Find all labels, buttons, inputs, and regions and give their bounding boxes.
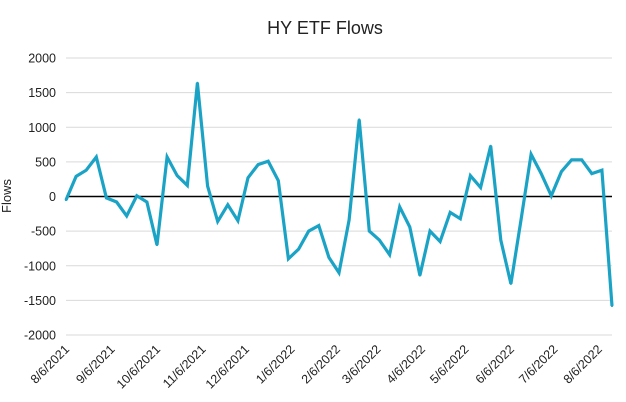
data-point <box>145 200 149 204</box>
x-tick-label: 8/6/2022 <box>561 342 605 386</box>
y-tick-label: -1500 <box>24 294 56 308</box>
data-point <box>489 144 492 148</box>
y-tick-label: 2000 <box>28 52 56 66</box>
data-point <box>287 257 290 261</box>
data-point <box>469 174 472 177</box>
data-point <box>337 271 341 274</box>
data-point <box>226 203 229 207</box>
data-point <box>85 168 88 172</box>
x-tick-label: 10/6/2021 <box>114 342 163 391</box>
data-point <box>438 240 442 243</box>
x-tick-label: 6/6/2022 <box>473 342 517 386</box>
x-tick-label: 11/6/2021 <box>160 342 209 391</box>
data-point <box>277 179 280 182</box>
x-tick-labels: 8/6/2021 9/6/202110/6/202111/6/202112/6/2… <box>28 342 605 391</box>
data-point <box>550 194 553 198</box>
data-point <box>418 274 422 277</box>
data-point <box>560 170 563 173</box>
x-tick-label: 9/6/2021 <box>73 342 117 386</box>
y-tick-labels: -2000 -1500 -1000 -500 0 500 1000 1500 2000 <box>24 52 56 343</box>
y-tick-label: 0 <box>49 190 56 204</box>
data-point <box>600 168 604 172</box>
data-point <box>115 200 118 204</box>
data-point <box>540 172 543 175</box>
data-point <box>165 155 169 159</box>
x-tick-label: 12/6/2021 <box>203 342 252 391</box>
data-point <box>267 159 270 163</box>
data-point <box>74 175 78 178</box>
chart-title: HY ETF Flows <box>267 18 383 38</box>
data-point <box>388 253 391 256</box>
data-point <box>347 218 351 222</box>
data-point <box>327 256 331 259</box>
data-point <box>155 243 159 247</box>
data-point <box>256 163 260 166</box>
data-point <box>358 118 361 121</box>
data-point <box>378 238 381 242</box>
data-point <box>408 225 411 229</box>
x-tick-label: 4/6/2022 <box>384 342 428 386</box>
y-tick-label: 1500 <box>28 86 56 100</box>
data-point <box>125 214 128 218</box>
data-point <box>307 229 310 233</box>
data-point <box>186 184 189 187</box>
y-tick-label: 500 <box>35 155 56 169</box>
y-tick-label: -1000 <box>24 259 56 273</box>
data-point <box>236 219 240 222</box>
data-point <box>479 186 482 189</box>
x-tick-label: 8/6/2021 <box>28 342 72 386</box>
data-point <box>459 217 462 220</box>
data-point <box>368 229 371 233</box>
x-tick-label: 1/6/2022 <box>253 342 297 386</box>
data-point <box>64 198 68 202</box>
y-axis-label: Flows <box>0 179 14 213</box>
data-point <box>216 220 219 223</box>
data-point <box>590 172 593 175</box>
data-point <box>610 304 614 308</box>
data-point <box>206 184 209 188</box>
data-point <box>105 196 108 200</box>
y-tick-label: 1000 <box>28 121 56 135</box>
x-tick-label: 5/6/2022 <box>427 342 471 386</box>
x-tick-label: 2/6/2022 <box>299 342 343 386</box>
data-point <box>499 238 502 242</box>
data-point <box>176 174 179 177</box>
data-point <box>519 218 523 222</box>
y-tick-label: -2000 <box>24 329 56 343</box>
data-point <box>428 229 432 233</box>
data-point <box>317 224 320 227</box>
data-point <box>95 155 98 159</box>
data-point <box>135 194 138 198</box>
data-point <box>196 81 199 85</box>
series-layer <box>64 81 614 308</box>
data-point <box>246 176 250 180</box>
y-tick-label: -500 <box>31 225 56 239</box>
data-point <box>580 158 583 161</box>
data-point <box>398 205 401 209</box>
data-point <box>297 247 300 251</box>
data-point <box>570 158 573 161</box>
x-tick-label: 7/6/2022 <box>516 342 560 386</box>
x-tick-label: 3/6/2022 <box>339 342 383 386</box>
data-point <box>449 211 452 214</box>
data-point <box>529 153 533 156</box>
data-point <box>509 282 513 285</box>
